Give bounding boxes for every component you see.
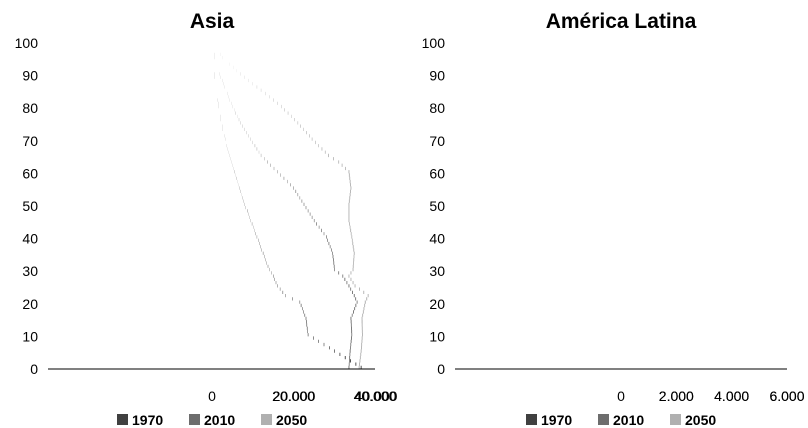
chart-title: Asia [190, 10, 235, 33]
y-tick-label: 90 [429, 68, 445, 84]
x-tick-label: 20.000 [273, 388, 316, 404]
y-tick-label: 100 [15, 35, 39, 51]
y-tick-label: 20 [22, 296, 38, 312]
x-tick-label: 6.000 [769, 388, 804, 404]
x-tick-label: 4.000 [714, 388, 749, 404]
y-tick-label: 20 [429, 296, 445, 312]
x-tick-label: 6.000 [769, 388, 804, 404]
y-tick-label: 60 [22, 165, 38, 181]
series-2050 [625, 39, 764, 369]
series-2010 [212, 39, 358, 369]
y-tick-label: 0 [437, 361, 445, 377]
y-tick-label: 0 [30, 361, 38, 377]
series-1970 [621, 39, 751, 369]
y-tick-label: 100 [422, 35, 446, 51]
x-tick-label: 40.000 [354, 388, 397, 404]
legend-swatch-1970 [117, 414, 128, 425]
x-tick-label: 2.000 [659, 388, 694, 404]
y-tick-label: 30 [429, 263, 445, 279]
y-tick-label: 10 [429, 328, 445, 344]
x-tick-label: 4.000 [714, 388, 749, 404]
chart-title: América Latina [546, 10, 697, 33]
legend-swatch-1970 [526, 414, 537, 425]
legend-swatch-2010 [189, 414, 200, 425]
y-tick-label: 80 [22, 100, 38, 116]
chart-panel-latam: América Latina 0 10 20 30 40 50 60 70 80 90 100 6.00… [422, 10, 805, 428]
legend-swatch-2050 [670, 414, 681, 425]
legend-label-1970: 1970 [132, 412, 163, 428]
y-tick-label: 40 [22, 231, 38, 247]
y-tick-label: 70 [429, 133, 445, 149]
y-tick-label: 60 [429, 165, 445, 181]
x-tick-label: 20.000 [272, 388, 315, 404]
chart-panel-asia: Asia 0 10 20 30 40 50 60 70 80 90 100 40.000 20.000 0 2… [15, 10, 398, 428]
y-tick-label: 80 [429, 100, 445, 116]
series-2050 [214, 39, 369, 369]
legend-swatch-2050 [261, 414, 272, 425]
legend-label-1970: 1970 [541, 412, 572, 428]
legend-label-2010: 2010 [204, 412, 235, 428]
x-tick-label: 2.000 [659, 388, 694, 404]
x-tick-label: 0 [208, 388, 216, 404]
x-tick-label: 40.000 [355, 388, 398, 404]
legend-label-2050: 2050 [276, 412, 307, 428]
series-2010 [621, 39, 751, 369]
y-tick-label: 30 [22, 263, 38, 279]
y-tick-label: 40 [429, 231, 445, 247]
y-tick-label: 90 [22, 68, 38, 84]
y-tick-label: 50 [429, 198, 445, 214]
x-tick-label: 0 [617, 388, 625, 404]
series-1970 [212, 39, 362, 369]
legend-label-2050: 2050 [685, 412, 716, 428]
y-tick-label: 10 [22, 328, 38, 344]
legend-label-2010: 2010 [613, 412, 644, 428]
y-tick-label: 50 [22, 198, 38, 214]
y-tick-label: 70 [22, 133, 38, 149]
legend-swatch-2010 [598, 414, 609, 425]
